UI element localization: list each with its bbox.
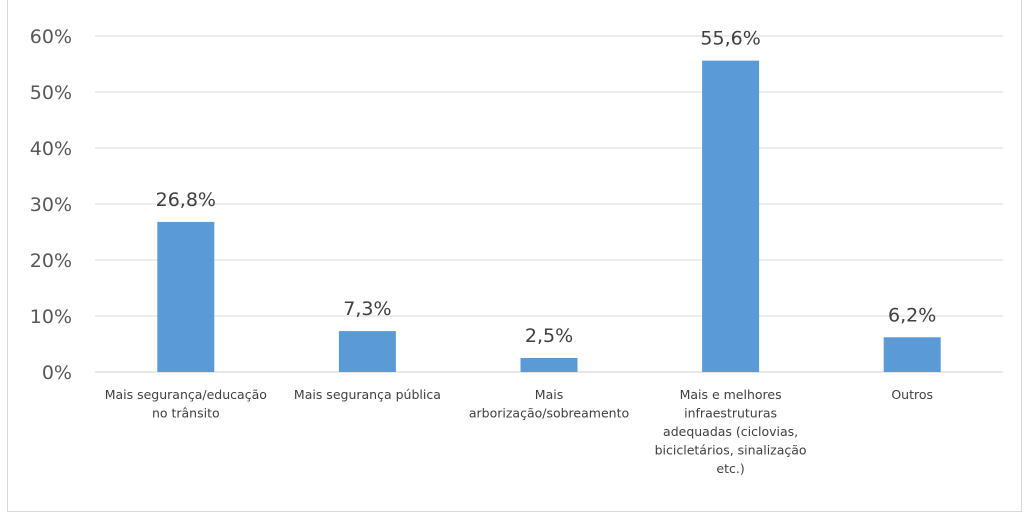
bar	[702, 60, 760, 372]
y-tick-label: 0%	[42, 362, 72, 384]
x-category-label-line: etc.)	[716, 461, 744, 476]
data-label: 26,8%	[156, 189, 216, 211]
x-category-label-line: Mais e melhores	[680, 387, 782, 402]
y-tick-label: 30%	[30, 194, 72, 216]
y-tick-label: 50%	[30, 82, 72, 104]
data-label: 6,2%	[888, 304, 936, 326]
bar	[520, 358, 578, 372]
bar	[157, 221, 215, 372]
x-category-label-line: Mais	[535, 387, 563, 402]
y-tick-label: 20%	[30, 250, 72, 272]
x-category-label-line: Mais segurança pública	[294, 387, 441, 402]
x-category-label-line: Outros	[891, 387, 933, 402]
x-category-label: Mais segurança/educação no trânsito	[105, 387, 267, 421]
x-category-label-line: Mais segurança/educação	[105, 387, 267, 402]
data-label: 7,3%	[343, 298, 391, 320]
x-category-label-line: no trânsito	[152, 406, 220, 421]
bar	[883, 337, 941, 372]
y-tick-label: 40%	[30, 138, 72, 160]
x-category-label: Outros	[891, 387, 933, 402]
x-category-label: Mais e melhores infraestruturas adequadas …	[655, 387, 807, 476]
x-category-label-line: arborização/sobreamento	[469, 406, 629, 421]
y-tick-label: 60%	[30, 26, 72, 48]
x-category-label: Mais arborização/sobreamento	[469, 387, 629, 421]
bar	[338, 331, 396, 372]
x-category-label-line: infraestruturas	[684, 406, 777, 421]
x-category-label-line: adequadas (ciclovias,	[663, 424, 798, 439]
x-category-label: Mais segurança pública	[294, 387, 441, 402]
chart-frame	[7, 0, 1022, 512]
x-category-label-line: bicicletários, sinalização	[655, 443, 807, 458]
data-label: 2,5%	[525, 325, 573, 347]
y-tick-label: 10%	[30, 306, 72, 328]
data-label: 55,6%	[700, 28, 760, 50]
